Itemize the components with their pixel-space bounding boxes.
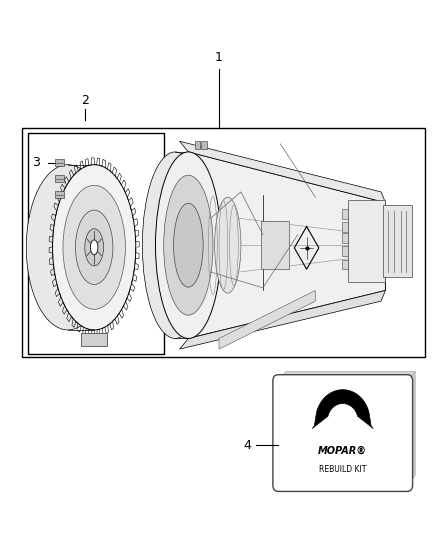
- Bar: [342, 233, 348, 243]
- Bar: [342, 222, 348, 232]
- Text: 3: 3: [32, 156, 40, 169]
- Ellipse shape: [142, 152, 208, 338]
- Bar: [383, 205, 412, 277]
- Text: MOPAR®: MOPAR®: [318, 446, 367, 456]
- Ellipse shape: [75, 210, 113, 285]
- Bar: [261, 221, 289, 269]
- Text: 4: 4: [244, 439, 251, 451]
- Polygon shape: [219, 290, 315, 349]
- Polygon shape: [312, 390, 373, 429]
- Bar: [342, 246, 348, 256]
- Bar: [348, 200, 385, 282]
- Bar: [22, 128, 425, 357]
- Polygon shape: [188, 152, 385, 338]
- Ellipse shape: [63, 185, 125, 309]
- Bar: [55, 175, 64, 182]
- Bar: [195, 141, 200, 149]
- Ellipse shape: [26, 165, 110, 330]
- Polygon shape: [407, 372, 415, 485]
- Ellipse shape: [164, 175, 213, 315]
- Ellipse shape: [53, 165, 136, 330]
- Text: 2: 2: [81, 94, 89, 107]
- Bar: [201, 141, 207, 149]
- Ellipse shape: [155, 152, 221, 338]
- Bar: [28, 133, 164, 354]
- Ellipse shape: [173, 203, 203, 287]
- Bar: [342, 209, 348, 219]
- FancyBboxPatch shape: [273, 375, 413, 491]
- Polygon shape: [180, 290, 385, 349]
- Bar: [55, 191, 64, 198]
- Bar: [342, 260, 348, 269]
- Bar: [55, 159, 64, 166]
- Bar: [81, 333, 107, 346]
- Ellipse shape: [215, 197, 241, 293]
- Ellipse shape: [90, 240, 98, 255]
- Text: REBUILD KIT: REBUILD KIT: [319, 465, 367, 474]
- Polygon shape: [278, 372, 415, 381]
- Polygon shape: [180, 141, 385, 203]
- Ellipse shape: [85, 229, 103, 266]
- Text: 1: 1: [215, 51, 223, 64]
